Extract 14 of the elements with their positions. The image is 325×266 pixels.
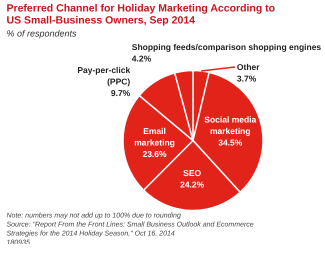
data-label: 34.5% — [218, 137, 243, 148]
slice-label: Other — [236, 62, 260, 72]
chart-title: Preferred Channel for Holiday Marketing According to US Small-Business Owners, Sep 2014 — [6, 2, 276, 26]
slice-label: Email marketing — [134, 126, 175, 148]
slice-label: Shopping feeds/comparison shopping engines — [132, 42, 322, 52]
data-label: 24.2% — [180, 180, 205, 190]
data-label: 9.7% — [110, 88, 131, 98]
data-label: 23.6% — [142, 148, 168, 159]
slice-label: Pay-per-click (PPC) — [77, 65, 131, 87]
data-label: 3.7% — [236, 74, 257, 84]
chart-subtitle: % of respondents — [6, 28, 78, 38]
data-label: 4.2% — [132, 53, 152, 64]
slice-label: SEO — [183, 168, 202, 178]
slice-label: Social media marketing — [204, 114, 257, 136]
